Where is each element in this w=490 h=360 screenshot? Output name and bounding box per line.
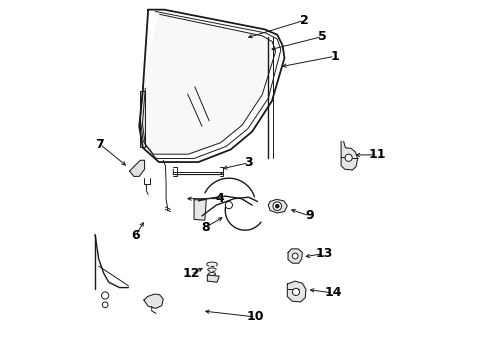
Circle shape	[293, 253, 298, 259]
Polygon shape	[140, 91, 145, 147]
Text: 2: 2	[300, 14, 309, 27]
Polygon shape	[288, 249, 302, 263]
Text: 9: 9	[305, 210, 314, 222]
Text: 13: 13	[315, 247, 333, 260]
Text: 5: 5	[318, 30, 326, 43]
Polygon shape	[269, 199, 287, 213]
Polygon shape	[341, 141, 358, 170]
Text: 6: 6	[131, 229, 140, 242]
Polygon shape	[140, 14, 275, 154]
Circle shape	[101, 292, 109, 299]
Text: 3: 3	[245, 156, 253, 169]
Circle shape	[102, 302, 108, 308]
Text: 11: 11	[369, 148, 387, 161]
Circle shape	[345, 154, 352, 161]
Polygon shape	[144, 294, 163, 309]
Circle shape	[225, 202, 232, 209]
Text: 7: 7	[96, 138, 104, 150]
Circle shape	[273, 202, 282, 211]
Text: 4: 4	[216, 192, 224, 205]
Text: 10: 10	[247, 310, 265, 324]
Text: 8: 8	[201, 221, 210, 234]
Text: 1: 1	[330, 50, 339, 63]
Circle shape	[293, 288, 299, 296]
Polygon shape	[287, 281, 306, 302]
Polygon shape	[207, 275, 219, 282]
Circle shape	[275, 204, 279, 208]
Text: 12: 12	[182, 267, 200, 280]
Polygon shape	[129, 160, 145, 176]
Polygon shape	[194, 200, 206, 220]
Text: 14: 14	[324, 287, 342, 300]
